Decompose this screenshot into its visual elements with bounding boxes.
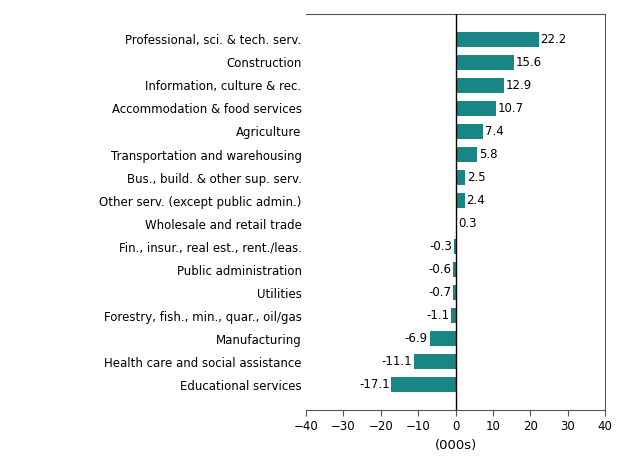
Bar [456,78,504,93]
Bar [453,262,456,277]
Text: 10.7: 10.7 [497,102,524,115]
Text: -17.1: -17.1 [359,378,389,391]
Bar [454,239,456,254]
Text: 22.2: 22.2 [540,33,567,46]
Text: 2.5: 2.5 [467,171,485,184]
Text: 7.4: 7.4 [485,125,504,138]
Bar [456,101,495,116]
Bar [414,354,456,369]
Text: -0.7: -0.7 [428,286,451,299]
Text: -0.6: -0.6 [429,263,451,276]
Bar [456,32,539,47]
Bar [453,285,456,300]
Bar [456,55,514,70]
Bar [391,377,456,392]
Bar [430,331,456,346]
Text: -6.9: -6.9 [405,332,428,345]
Text: 0.3: 0.3 [459,217,477,230]
Text: -1.1: -1.1 [426,309,449,322]
Bar [456,147,477,162]
Text: 15.6: 15.6 [516,56,542,69]
Text: -11.1: -11.1 [381,355,412,368]
Text: -0.3: -0.3 [430,240,452,253]
Bar [451,308,456,323]
Bar [456,124,483,139]
Text: 5.8: 5.8 [479,148,497,161]
X-axis label: (000s): (000s) [434,439,477,452]
Text: 12.9: 12.9 [505,79,532,92]
Bar [456,216,457,231]
Text: 2.4: 2.4 [466,194,485,207]
Bar [456,170,465,185]
Bar [456,193,464,208]
